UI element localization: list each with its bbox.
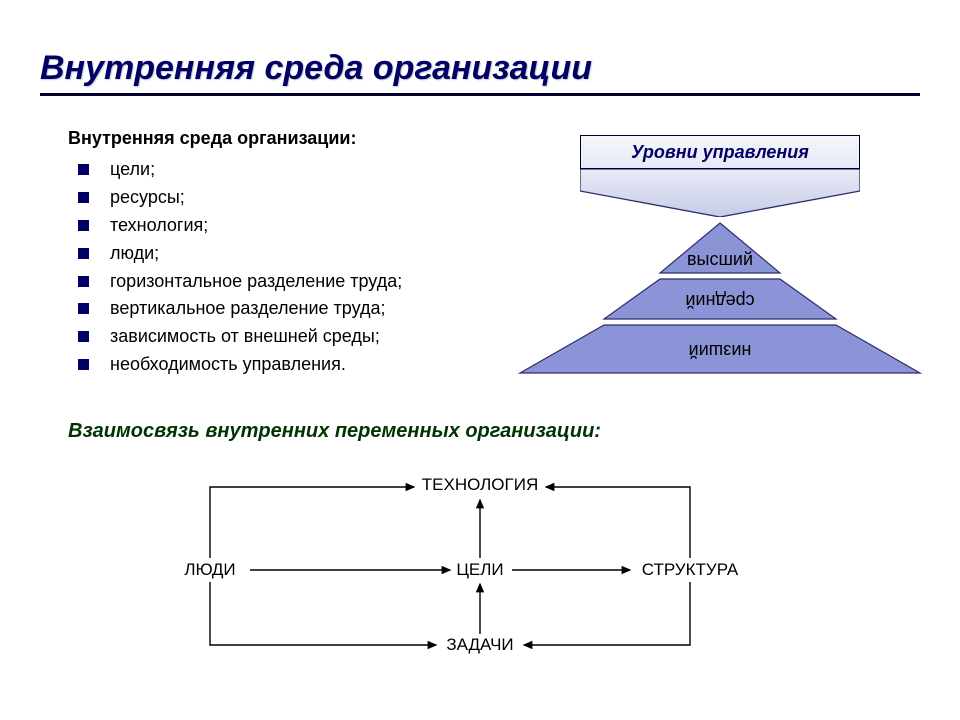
mgmt-levels-label: Уровни управления [580,135,860,169]
edge-struct-tasks [524,582,690,645]
pyramid-label-top: высший [687,249,753,269]
node-goals: ЦЕЛИ [456,560,503,579]
edges [210,487,690,645]
list-item: зависимость от внешней среды; [70,323,402,351]
down-arrow-shape [580,169,860,217]
pyramid-label-mid: средний [685,291,754,311]
list-item: вертикальное разделение труда; [70,295,402,323]
title-bar: Внутренняя среда организации [40,40,920,96]
list-heading: Внутренняя среда организации: [68,128,356,149]
relations-heading: Взаимосвязь внутренних переменных органи… [68,420,601,443]
bullet-list: цели; ресурсы; технология; люди; горизон… [70,156,402,379]
edge-people-tasks [210,582,436,645]
down-arrow-icon [580,169,860,217]
node-structure: СТРУКТУРА [642,560,739,579]
list-item: технология; [70,212,402,240]
list-item: цели; [70,156,402,184]
page-title: Внутренняя среда организации [40,49,592,88]
list-item: люди; [70,240,402,268]
list-item: ресурсы; [70,184,402,212]
pyramid-diagram: высший средний низший [510,223,930,373]
pyramid-label-bot: низший [689,341,752,361]
node-technology: ТЕХНОЛОГИЯ [422,475,538,494]
list-item: горизонтальное разделение труда; [70,268,402,296]
relations-diagram: ТЕХНОЛОГИЯ ЦЕЛИ ЗАДАЧИ ЛЮДИ СТРУКТУРА [120,460,840,670]
edge-struct-tech [546,487,690,558]
node-tasks: ЗАДАЧИ [446,635,513,654]
list-item: необходимость управления. [70,351,402,379]
node-people: ЛЮДИ [184,560,235,579]
edge-people-tech [210,487,414,558]
